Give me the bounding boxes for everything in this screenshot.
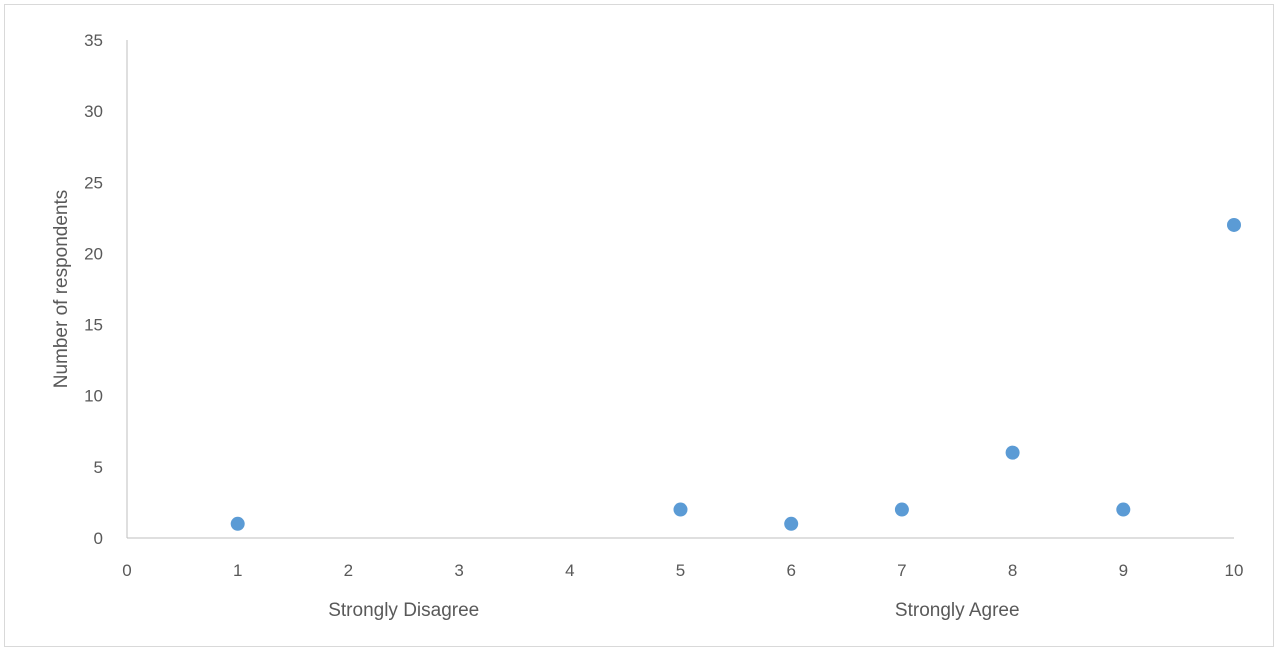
x-tick-labels: 0 1 2 3 4 5 6 7 8 9 10 [122, 561, 1243, 580]
x-annotations: Strongly Disagree Strongly Agree [328, 600, 1019, 621]
data-point [1005, 445, 1020, 460]
x-tick-label: 3 [454, 561, 463, 580]
x-annotation-label: Strongly Disagree [328, 600, 479, 621]
y-axis-title: Number of respondents [51, 190, 72, 389]
data-point [230, 516, 245, 531]
y-tick-label: 30 [84, 102, 103, 121]
axes [126, 40, 1234, 539]
x-tick-label: 7 [897, 561, 906, 580]
data-points [230, 217, 1241, 531]
y-tick-label: 10 [84, 387, 103, 406]
data-point [784, 516, 799, 531]
data-point [894, 502, 909, 517]
data-point [1227, 217, 1241, 232]
y-tick-label: 35 [84, 31, 103, 50]
y-tick-labels: 0 5 10 15 20 25 30 35 [84, 31, 103, 548]
y-tick-label: 15 [84, 316, 103, 335]
x-tick-label: 5 [676, 561, 685, 580]
y-tick-label: 25 [84, 173, 103, 192]
x-tick-label: 2 [344, 561, 353, 580]
x-tick-label: 6 [786, 561, 795, 580]
y-tick-label: 0 [94, 529, 103, 548]
data-point [1116, 502, 1131, 517]
data-point [673, 502, 688, 517]
x-tick-label: 4 [565, 561, 574, 580]
x-tick-label: 8 [1008, 561, 1017, 580]
y-tick-label: 20 [84, 244, 103, 263]
x-tick-label: 10 [1225, 561, 1244, 580]
x-tick-label: 1 [233, 561, 242, 580]
x-tick-label: 0 [122, 561, 131, 580]
y-tick-label: 5 [94, 458, 103, 477]
x-annotation-label: Strongly Agree [895, 600, 1020, 621]
x-tick-label: 9 [1119, 561, 1128, 580]
chart-frame [4, 4, 1274, 647]
